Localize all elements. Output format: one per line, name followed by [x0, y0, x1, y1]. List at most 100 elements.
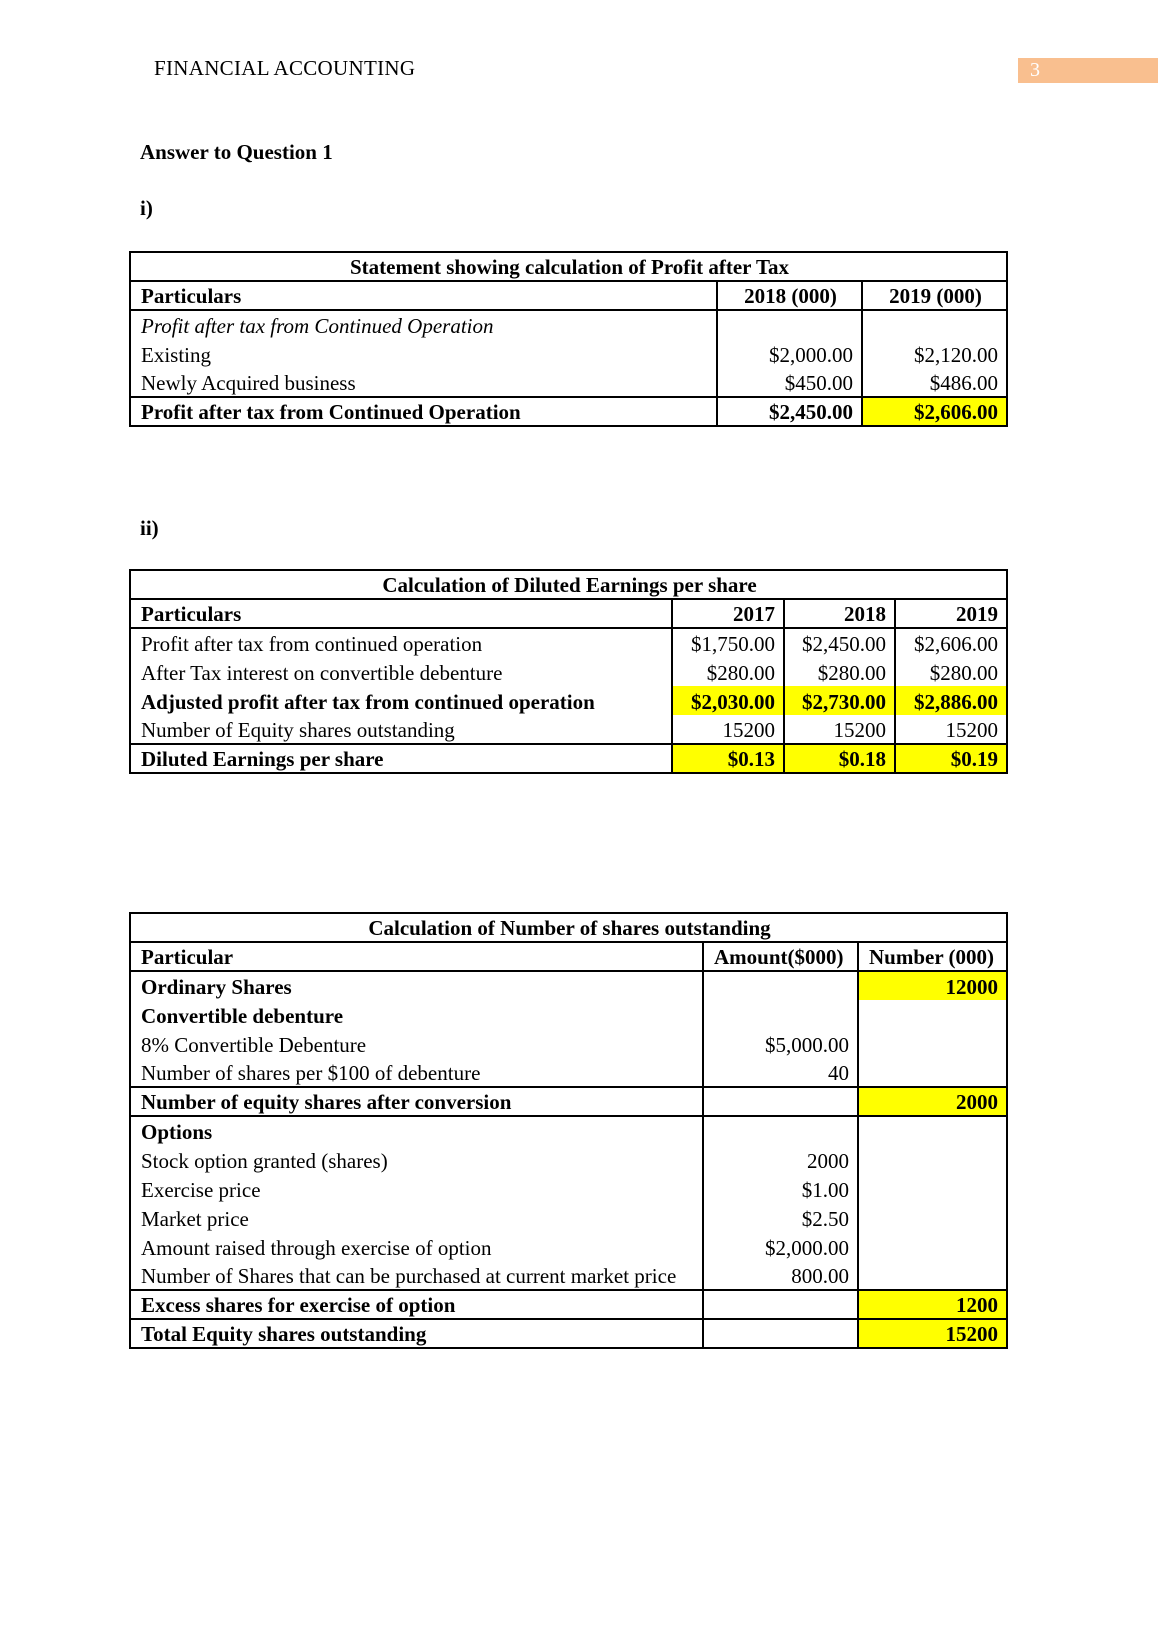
heading: Answer to Question 1 — [140, 140, 333, 164]
table: Statement showing calculation of Profit … — [129, 251, 1009, 427]
table-row: Profit after tax from Continued Operatio… — [130, 309, 1008, 339]
value-cell — [856, 1115, 1008, 1145]
table-container: Calculation of Number of shares outstand… — [129, 912, 1009, 1349]
value-cell: 800.00 — [702, 1261, 858, 1290]
table-row: 8% Convertible Debenture $5,000.00 — [130, 1029, 1008, 1058]
value-cell — [856, 1174, 1008, 1203]
column-header: Particulars — [141, 284, 242, 308]
column-header: 2017 — [671, 599, 784, 628]
value-cell: 15200 — [783, 715, 895, 744]
label-cell: Profit after tax from continued operatio… — [130, 627, 672, 657]
value-cell: $2.50 — [702, 1203, 858, 1232]
title-row: Calculation of Number of shares outstand… — [130, 913, 1008, 943]
column-header: 2018 — [783, 599, 895, 628]
header-title: FINANCIAL ACCOUNTING — [154, 56, 416, 80]
value-cell: $2,450.00 — [783, 627, 895, 657]
value-cell: 2000 — [702, 1145, 858, 1174]
column-header: 2019 — [893, 599, 1008, 628]
table-row: After Tax interest on convertible debent… — [130, 657, 1008, 686]
value-cell: $1.00 — [702, 1174, 858, 1203]
value-cell: $280.00 — [671, 657, 784, 686]
table-row: Exercise price $1.00 — [130, 1174, 1008, 1203]
table-row: Amount raised through exercise of option… — [130, 1232, 1008, 1261]
label-cell: Diluted Earnings per share — [130, 743, 672, 773]
value-cell: $1,750.00 — [671, 627, 784, 657]
table-row: Profit after tax from Continued Operatio… — [130, 396, 1008, 426]
value-cell: $280.00 — [783, 657, 895, 686]
value-cell: $280.00 — [893, 657, 1008, 686]
title-row: Calculation of Diluted Earnings per shar… — [130, 570, 1008, 600]
table-row: Ordinary Shares 12000 — [130, 970, 1008, 1000]
label-cell: Excess shares for exercise of option — [130, 1289, 703, 1319]
value-cell — [702, 1000, 858, 1029]
label-cell: Exercise price — [141, 1178, 261, 1202]
label-cell: 8% Convertible Debenture — [141, 1033, 367, 1057]
value-cell — [860, 309, 1008, 339]
label-cell: Convertible debenture — [141, 1004, 344, 1028]
label-cell: Existing — [141, 343, 212, 367]
value-cell: $2,606.00 — [893, 627, 1008, 657]
label-cell: Newly Acquired business — [141, 371, 356, 395]
table-container: Statement showing calculation of Profit … — [129, 251, 1009, 427]
value-cell: 1200 — [856, 1289, 1008, 1319]
value-cell: $0.13 — [671, 743, 784, 773]
table-title: Calculation of Diluted Earnings per shar… — [130, 570, 1008, 600]
value-cell: $486.00 — [860, 368, 1008, 397]
table: Calculation of Number of shares outstand… — [129, 912, 1009, 1349]
table-row: Stock option granted (shares) 2000 — [130, 1145, 1008, 1174]
label-cell: Ordinary Shares — [130, 970, 703, 1000]
label-cell: Number of equity shares after conversion — [130, 1086, 703, 1116]
column-header: 2019 (000) — [860, 281, 1008, 310]
label-cell: Number of Equity shares outstanding — [141, 718, 455, 742]
table-row: Adjusted profit after tax from continued… — [130, 686, 1008, 715]
label-cell: After Tax interest on convertible debent… — [141, 661, 503, 685]
table-row: Existing $2,000.00 $2,120.00 — [130, 339, 1008, 368]
table-row: Market price $2.50 — [130, 1203, 1008, 1232]
table-row: Profit after tax from continued operatio… — [130, 627, 1008, 657]
value-cell: $2,000.00 — [702, 1232, 858, 1261]
value-cell: $2,030.00 — [671, 686, 784, 715]
value-cell: 15200 — [893, 715, 1008, 744]
value-cell — [856, 1261, 1008, 1290]
value-cell: $2,606.00 — [860, 396, 1008, 426]
table-row: Excess shares for exercise of option 1200 — [130, 1289, 1008, 1319]
value-cell: $2,000.00 — [716, 339, 862, 368]
column-header: Amount($000) — [702, 942, 858, 971]
table-row: Number of shares per $100 of debenture 40 — [130, 1058, 1008, 1087]
label-cell: Total Equity shares outstanding — [130, 1318, 703, 1348]
page-number: 3 — [1018, 58, 1158, 83]
table-title: Calculation of Number of shares outstand… — [130, 913, 1008, 943]
table-row: Diluted Earnings per share $0.13 $0.18 $0.1… — [130, 743, 1008, 773]
value-cell: 2000 — [856, 1086, 1008, 1116]
table-title: Statement showing calculation of Profit … — [130, 252, 1008, 282]
label-cell: Options — [130, 1115, 703, 1145]
label-cell: Number of Shares that can be purchased a… — [141, 1264, 677, 1288]
value-cell: $2,886.00 — [893, 686, 1008, 715]
table: Calculation of Diluted Earnings per shar… — [129, 569, 1009, 774]
column-header: 2018 (000) — [716, 281, 862, 310]
value-cell — [716, 309, 862, 339]
column-header: Number (000) — [856, 942, 1008, 971]
table-row: Newly Acquired business $450.00 $486.00 — [130, 368, 1008, 397]
value-cell — [702, 1289, 858, 1319]
value-cell — [702, 970, 858, 1000]
column-header: Particulars — [141, 602, 242, 626]
label-cell: Stock option granted (shares) — [141, 1149, 388, 1173]
table-row: Total Equity shares outstanding 15200 — [130, 1318, 1008, 1348]
label-cell: Adjusted profit after tax from continued… — [141, 690, 595, 714]
label-cell: Amount raised through exercise of option — [141, 1236, 492, 1260]
header-row: Particulars 2017 2018 2019 — [130, 599, 1008, 628]
value-cell: $2,730.00 — [783, 686, 895, 715]
table-row: Convertible debenture — [130, 1000, 1008, 1029]
label-cell: Number of shares per $100 of debenture — [141, 1061, 481, 1085]
value-cell: 15200 — [856, 1318, 1008, 1348]
table-container: Calculation of Diluted Earnings per shar… — [129, 569, 1009, 774]
value-cell — [856, 1000, 1008, 1029]
value-cell — [856, 1203, 1008, 1232]
header-row: Particulars 2018 (000) 2019 (000) — [130, 281, 1008, 310]
table-row: Number of equity shares after conversion… — [130, 1086, 1008, 1116]
section-label: ii) — [140, 516, 159, 540]
table-row: Options — [130, 1115, 1008, 1145]
label-cell: Market price — [141, 1207, 249, 1231]
